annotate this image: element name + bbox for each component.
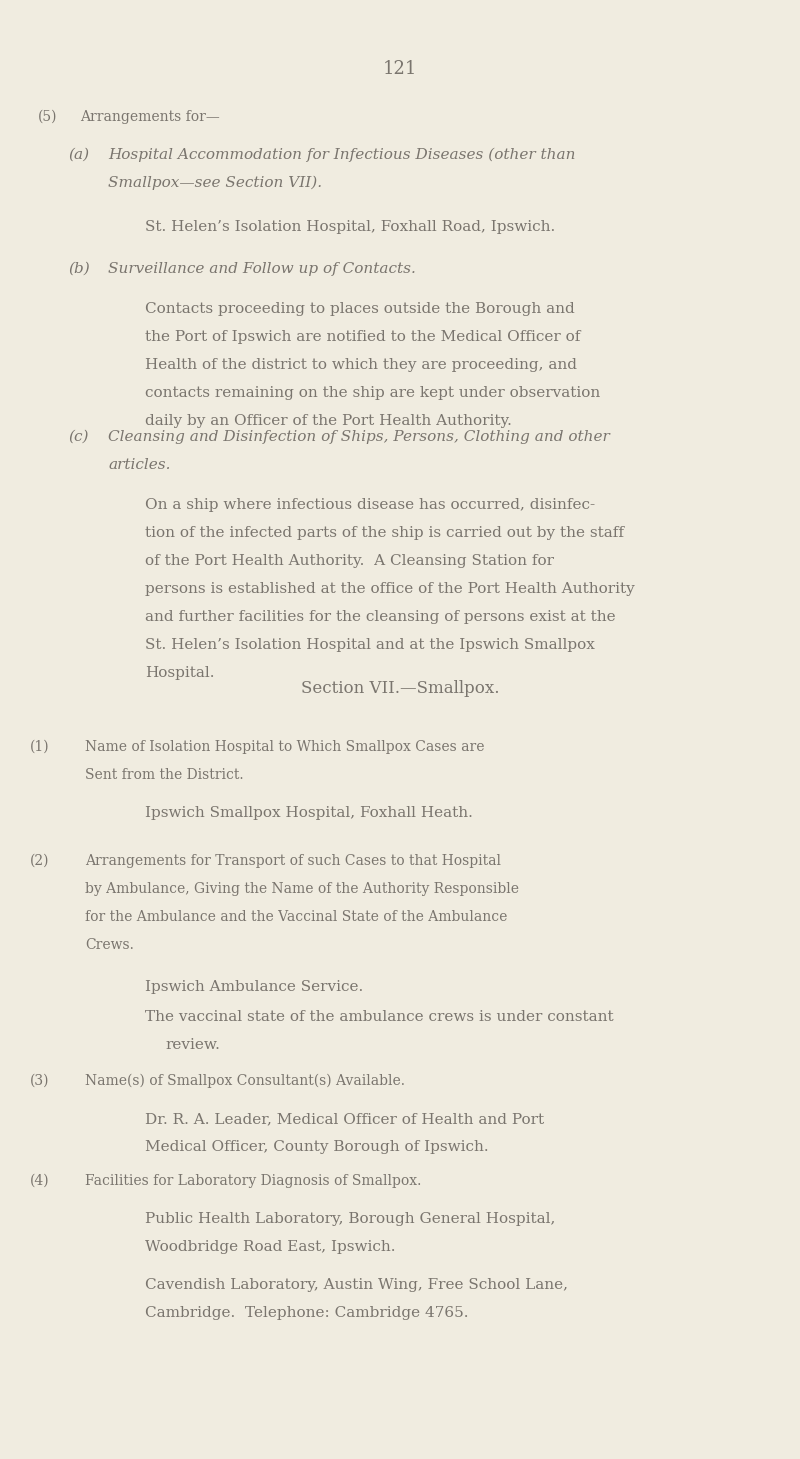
Text: 121: 121 xyxy=(383,60,417,77)
Text: Smallpox—see Section VII).: Smallpox—see Section VII). xyxy=(108,177,322,190)
Text: for the Ambulance and the Vaccinal State of the Ambulance: for the Ambulance and the Vaccinal State… xyxy=(85,910,507,924)
Text: (1): (1) xyxy=(30,740,50,754)
Text: Ipswich Smallpox Hospital, Foxhall Heath.: Ipswich Smallpox Hospital, Foxhall Heath… xyxy=(145,805,473,820)
Text: Crews.: Crews. xyxy=(85,938,134,953)
Text: Medical Officer, County Borough of Ipswich.: Medical Officer, County Borough of Ipswi… xyxy=(145,1139,489,1154)
Text: articles.: articles. xyxy=(108,458,170,473)
Text: Ipswich Ambulance Service.: Ipswich Ambulance Service. xyxy=(145,980,363,994)
Text: Surveillance and Follow up of Contacts.: Surveillance and Follow up of Contacts. xyxy=(108,263,416,276)
Text: (4): (4) xyxy=(30,1174,50,1188)
Text: Sent from the District.: Sent from the District. xyxy=(85,767,244,782)
Text: Name of Isolation Hospital to Which Smallpox Cases are: Name of Isolation Hospital to Which Smal… xyxy=(85,740,485,754)
Text: Cavendish Laboratory, Austin Wing, Free School Lane,: Cavendish Laboratory, Austin Wing, Free … xyxy=(145,1278,568,1293)
Text: Health of the district to which they are proceeding, and: Health of the district to which they are… xyxy=(145,357,577,372)
Text: (c): (c) xyxy=(68,430,89,444)
Text: Contacts proceeding to places outside the Borough and: Contacts proceeding to places outside th… xyxy=(145,302,574,317)
Text: Hospital.: Hospital. xyxy=(145,665,214,680)
Text: Cambridge.  Telephone: Cambridge 4765.: Cambridge. Telephone: Cambridge 4765. xyxy=(145,1306,469,1320)
Text: (a): (a) xyxy=(68,147,89,162)
Text: Arrangements for Transport of such Cases to that Hospital: Arrangements for Transport of such Cases… xyxy=(85,854,501,868)
Text: On a ship where infectious disease has occurred, disinfec-: On a ship where infectious disease has o… xyxy=(145,498,595,512)
Text: tion of the infected parts of the ship is carried out by the staff: tion of the infected parts of the ship i… xyxy=(145,527,624,540)
Text: Hospital Accommodation for Infectious Diseases (other than: Hospital Accommodation for Infectious Di… xyxy=(108,147,575,162)
Text: Section VII.—Smallpox.: Section VII.—Smallpox. xyxy=(301,680,499,697)
Text: Facilities for Laboratory Diagnosis of Smallpox.: Facilities for Laboratory Diagnosis of S… xyxy=(85,1174,422,1188)
Text: daily by an Officer of the Port Health Authority.: daily by an Officer of the Port Health A… xyxy=(145,414,512,427)
Text: persons is established at the office of the Port Health Authority: persons is established at the office of … xyxy=(145,582,634,595)
Text: by Ambulance, Giving the Name of the Authority Responsible: by Ambulance, Giving the Name of the Aut… xyxy=(85,883,519,896)
Text: review.: review. xyxy=(165,1037,220,1052)
Text: (2): (2) xyxy=(30,854,50,868)
Text: contacts remaining on the ship are kept under observation: contacts remaining on the ship are kept … xyxy=(145,387,600,400)
Text: Woodbridge Road East, Ipswich.: Woodbridge Road East, Ipswich. xyxy=(145,1240,395,1253)
Text: Dr. R. A. Leader, Medical Officer of Health and Port: Dr. R. A. Leader, Medical Officer of Hea… xyxy=(145,1112,544,1126)
Text: Arrangements for—: Arrangements for— xyxy=(80,109,220,124)
Text: St. Helen’s Isolation Hospital and at the Ipswich Smallpox: St. Helen’s Isolation Hospital and at th… xyxy=(145,638,595,652)
Text: Cleansing and Disinfection of Ships, Persons, Clothing and other: Cleansing and Disinfection of Ships, Per… xyxy=(108,430,610,444)
Text: Public Health Laboratory, Borough General Hospital,: Public Health Laboratory, Borough Genera… xyxy=(145,1212,555,1226)
Text: the Port of Ipswich are notified to the Medical Officer of: the Port of Ipswich are notified to the … xyxy=(145,330,580,344)
Text: of the Port Health Authority.  A Cleansing Station for: of the Port Health Authority. A Cleansin… xyxy=(145,554,554,568)
Text: Name(s) of Smallpox Consultant(s) Available.: Name(s) of Smallpox Consultant(s) Availa… xyxy=(85,1074,405,1088)
Text: (5): (5) xyxy=(38,109,58,124)
Text: St. Helen’s Isolation Hospital, Foxhall Road, Ipswich.: St. Helen’s Isolation Hospital, Foxhall … xyxy=(145,220,555,233)
Text: (b): (b) xyxy=(68,263,90,276)
Text: and further facilities for the cleansing of persons exist at the: and further facilities for the cleansing… xyxy=(145,610,616,624)
Text: The vaccinal state of the ambulance crews is under constant: The vaccinal state of the ambulance crew… xyxy=(145,1010,614,1024)
Text: (3): (3) xyxy=(30,1074,50,1088)
